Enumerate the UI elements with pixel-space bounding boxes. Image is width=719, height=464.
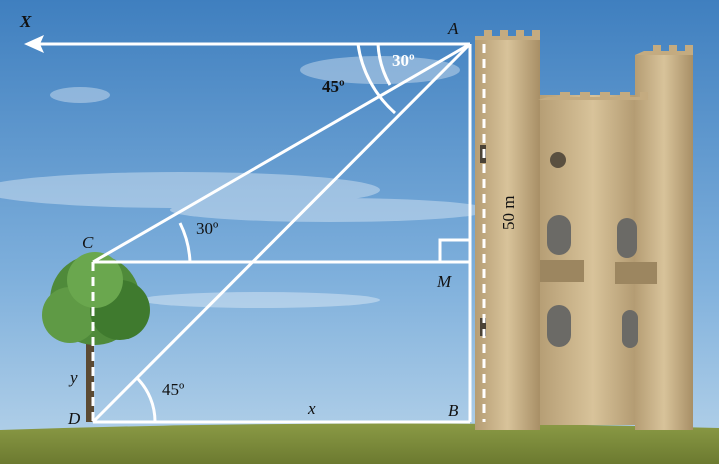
label-x-direction: X — [19, 12, 32, 31]
ground — [0, 423, 719, 464]
diagram: X A 30º 45º C 30º M 50 m y D 45º x B — [0, 0, 719, 464]
page: X A 30º 45º C 30º M 50 m y D 45º x B (()… — [0, 0, 719, 464]
label-y: y — [68, 368, 78, 387]
angle-label: 30º — [392, 51, 415, 70]
label-x: x — [307, 399, 316, 418]
height-label: 50 m — [499, 196, 518, 230]
label-a: A — [447, 19, 459, 38]
label-d: D — [67, 409, 81, 428]
label-c: C — [82, 233, 94, 252]
angle-label: 30º — [196, 219, 218, 238]
label-b: B — [448, 401, 459, 420]
label-m: M — [436, 272, 452, 291]
angle-label: 45º — [322, 77, 345, 96]
angle-label: 45º — [162, 380, 184, 399]
